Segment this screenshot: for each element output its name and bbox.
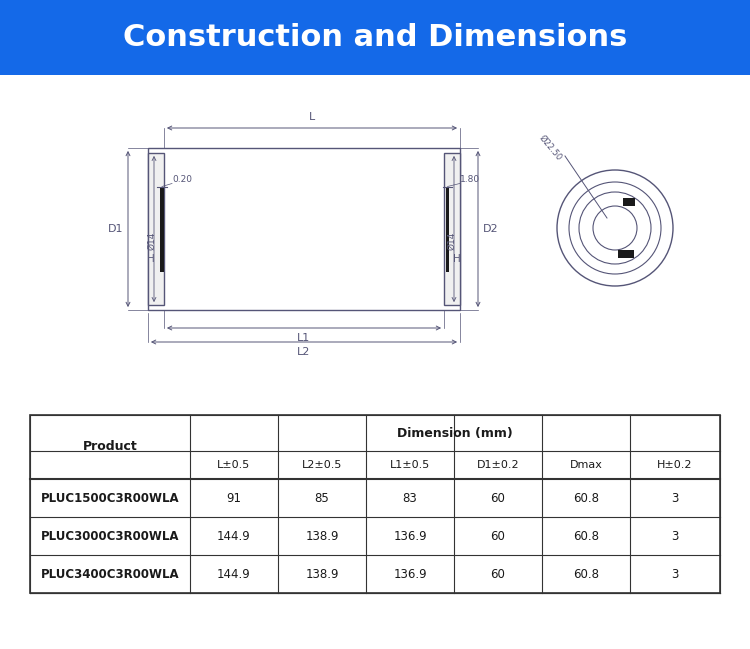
Text: 91: 91 bbox=[226, 491, 242, 504]
Bar bbox=[148, 153, 164, 305]
Text: PLUC1500C3R00WLA: PLUC1500C3R00WLA bbox=[40, 491, 179, 504]
Text: 3: 3 bbox=[671, 491, 679, 504]
Text: 60.8: 60.8 bbox=[573, 491, 599, 504]
Text: Ø14: Ø14 bbox=[448, 232, 457, 250]
Bar bbox=[148, 148, 460, 310]
Text: D1±0.2: D1±0.2 bbox=[477, 460, 519, 470]
Text: 136.9: 136.9 bbox=[393, 567, 427, 580]
Text: 0.20: 0.20 bbox=[172, 175, 192, 184]
Bar bbox=[623, 198, 635, 206]
Text: 1.80: 1.80 bbox=[460, 175, 480, 184]
Text: L: L bbox=[309, 112, 315, 122]
Bar bbox=[0, 0, 750, 75]
Text: Construction and Dimensions: Construction and Dimensions bbox=[123, 23, 627, 52]
Text: D1: D1 bbox=[107, 224, 123, 234]
Bar bbox=[30, 415, 720, 593]
Bar bbox=[160, 186, 164, 271]
Text: 60: 60 bbox=[490, 491, 506, 504]
Text: H±0.2: H±0.2 bbox=[657, 460, 693, 470]
Text: 3: 3 bbox=[671, 530, 679, 543]
Text: 144.9: 144.9 bbox=[217, 530, 250, 543]
Text: Dimension (mm): Dimension (mm) bbox=[398, 426, 513, 439]
Ellipse shape bbox=[557, 170, 673, 286]
Text: 83: 83 bbox=[403, 491, 417, 504]
Text: D2: D2 bbox=[483, 224, 499, 234]
Bar bbox=[618, 250, 634, 258]
Text: L2: L2 bbox=[297, 347, 310, 357]
Text: L±0.5: L±0.5 bbox=[217, 460, 250, 470]
Text: 144.9: 144.9 bbox=[217, 567, 250, 580]
Text: 60.8: 60.8 bbox=[573, 530, 599, 543]
Text: PLUC3400C3R00WLA: PLUC3400C3R00WLA bbox=[40, 567, 179, 580]
Text: L1±0.5: L1±0.5 bbox=[390, 460, 430, 470]
Text: Dmax: Dmax bbox=[569, 460, 602, 470]
Text: H: H bbox=[147, 254, 154, 264]
Text: 138.9: 138.9 bbox=[305, 567, 339, 580]
Text: 136.9: 136.9 bbox=[393, 530, 427, 543]
Text: Ø22.50: Ø22.50 bbox=[537, 134, 563, 162]
Text: 60.8: 60.8 bbox=[573, 567, 599, 580]
Text: Product: Product bbox=[82, 441, 137, 454]
Text: 138.9: 138.9 bbox=[305, 530, 339, 543]
Text: PLUC3000C3R00WLA: PLUC3000C3R00WLA bbox=[40, 530, 179, 543]
Text: H: H bbox=[453, 254, 460, 264]
Ellipse shape bbox=[569, 182, 661, 274]
Text: Ø14: Ø14 bbox=[148, 232, 157, 250]
Bar bbox=[444, 153, 460, 305]
Bar bbox=[446, 186, 449, 271]
Text: 3: 3 bbox=[671, 567, 679, 580]
Text: 60: 60 bbox=[490, 530, 506, 543]
Ellipse shape bbox=[579, 192, 651, 264]
Ellipse shape bbox=[593, 206, 637, 250]
Text: 60: 60 bbox=[490, 567, 506, 580]
Text: L2±0.5: L2±0.5 bbox=[302, 460, 342, 470]
Text: 85: 85 bbox=[315, 491, 329, 504]
Text: L1: L1 bbox=[297, 333, 310, 343]
